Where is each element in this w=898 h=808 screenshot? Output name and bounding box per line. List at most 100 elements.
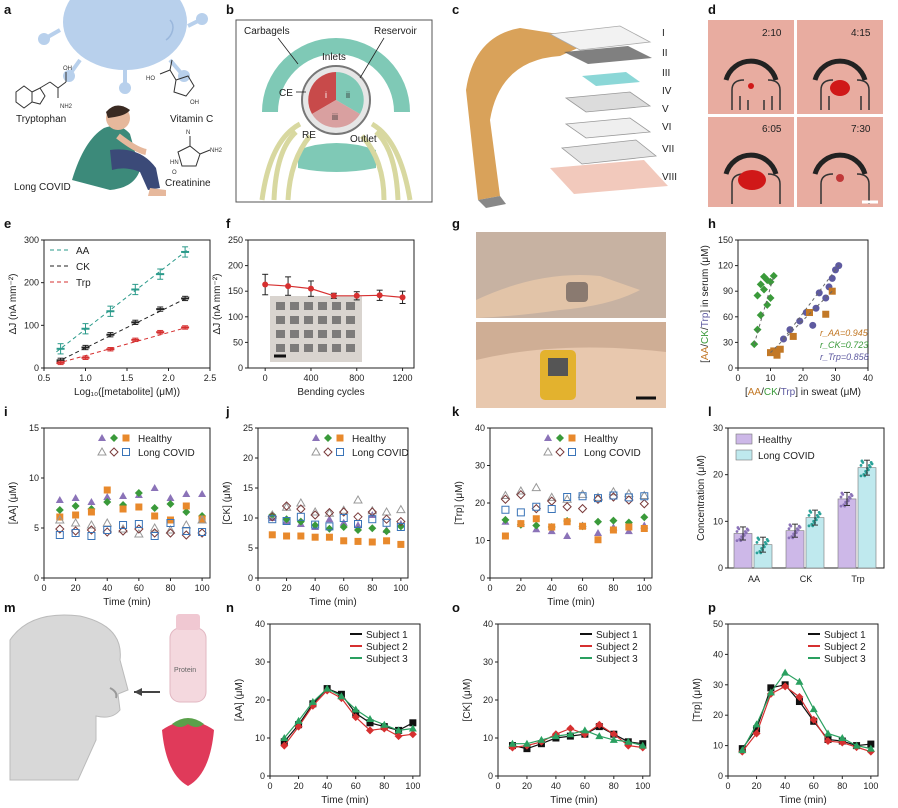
healthy-point (135, 503, 143, 511)
y-tick-label: 250 (228, 235, 243, 245)
x-tick-label: 100 (195, 583, 210, 593)
legend-label: Trp (76, 278, 91, 289)
long-covid-point (339, 514, 348, 522)
frame-2: 4:15 (797, 20, 883, 114)
y-tick-label: 200 (228, 261, 243, 271)
inset-sensor (276, 344, 285, 352)
long-covid-label: Long COVID (14, 182, 71, 193)
data-point (852, 741, 861, 749)
y-tick-label: 60 (723, 312, 733, 322)
timestamp-2: 4:15 (851, 28, 871, 39)
y-tick-label: 20 (475, 498, 485, 508)
healthy-point (87, 498, 96, 505)
plot-frame (247, 239, 415, 369)
legend-label: Subject 1 (824, 630, 866, 641)
bar-dot (755, 551, 759, 555)
healthy-point (383, 537, 391, 545)
healthy-point (283, 532, 291, 540)
category-label: AA (748, 574, 760, 584)
long-covid-point (133, 528, 144, 538)
bar-trp-0 (837, 498, 857, 569)
x-axis-label: Time (min) (779, 795, 826, 806)
data-point-ck (769, 271, 778, 280)
data-point (323, 684, 332, 692)
plot-frame (43, 239, 211, 369)
bar-dot (746, 528, 750, 532)
series-line-2 (283, 689, 413, 746)
virus-illustration (38, 0, 208, 94)
data-point-ck (756, 311, 765, 320)
chart-j: j 0 20 40 60 80 100 0 5 10 15 20 25 Time (min) [CK] (μ… (222, 404, 409, 608)
strawberry (162, 721, 214, 786)
inset-sensor (304, 330, 313, 338)
data-point-aa (773, 351, 781, 359)
data-point (766, 688, 775, 696)
long-covid-point (55, 524, 65, 534)
data-point-trp (828, 274, 836, 282)
y-tick-label: 30 (255, 657, 265, 667)
legend-healthy-marker (336, 434, 344, 442)
long-covid-point (563, 493, 572, 501)
healthy-point (198, 490, 207, 497)
data-point-aa (806, 309, 813, 317)
plot-frame (43, 427, 211, 579)
data-point (809, 705, 818, 713)
data-point-ck (756, 280, 765, 289)
data-point (752, 720, 761, 728)
category-label: Trp (851, 574, 864, 584)
data-point (380, 720, 389, 728)
x-tick-label: 100 (635, 781, 650, 791)
x-tick-label: 0 (495, 781, 500, 791)
person-illustration (72, 105, 166, 196)
data-point (399, 294, 406, 301)
long-covid-point (134, 520, 143, 528)
data-point (781, 682, 790, 691)
y-tick-label: 0 (34, 363, 39, 373)
y-tick-label: 15 (243, 483, 253, 493)
healthy-point (296, 517, 305, 526)
legend-label: Subject 3 (366, 654, 408, 665)
long-covid-point (296, 512, 305, 521)
healthy-point (594, 536, 602, 544)
x-axis-label: Time (min) (321, 795, 368, 806)
layer-8-label: VIII (662, 172, 677, 183)
bar-dot (789, 524, 793, 528)
y-tick-label: 10 (713, 516, 723, 526)
x-tick-label: 40 (780, 781, 790, 791)
data-point (566, 724, 575, 733)
data-point-trp (812, 304, 820, 312)
legend-long-covid-label: Long COVID (352, 448, 409, 459)
x-tick-label: 40 (322, 781, 332, 791)
panel-l-label: l (708, 404, 712, 419)
data-point (337, 692, 346, 700)
inset-sensor (304, 316, 313, 324)
long-covid-point (295, 497, 306, 507)
plot-frame (727, 623, 879, 777)
long-covid-point (396, 516, 406, 527)
correlation-annotation: r_AA=0.945 (820, 328, 869, 338)
data-point (366, 715, 374, 722)
healthy-point (151, 512, 159, 520)
long-covid-point (381, 506, 392, 516)
data-point (294, 722, 303, 731)
data-point (351, 705, 360, 713)
data-point (738, 746, 747, 754)
long-covid-point (532, 502, 541, 511)
healthy-point (297, 532, 305, 540)
long-covid-point (501, 505, 510, 514)
data-point (366, 726, 374, 735)
legend-label: Subject 1 (596, 630, 638, 641)
long-covid-point (71, 529, 80, 537)
ring-device (566, 282, 588, 302)
plot-frame (257, 427, 409, 579)
legend-healthy-label: Healthy (584, 434, 618, 445)
long-covid-point (181, 519, 192, 529)
healthy-point (311, 521, 320, 530)
chamber-iii (312, 100, 360, 128)
data-point (566, 730, 575, 738)
long-covid-point (578, 492, 587, 501)
legend-healthy-marker (312, 434, 320, 441)
inset-sensor (346, 330, 355, 338)
data-point-ck (753, 325, 762, 334)
healthy-point (55, 506, 64, 514)
